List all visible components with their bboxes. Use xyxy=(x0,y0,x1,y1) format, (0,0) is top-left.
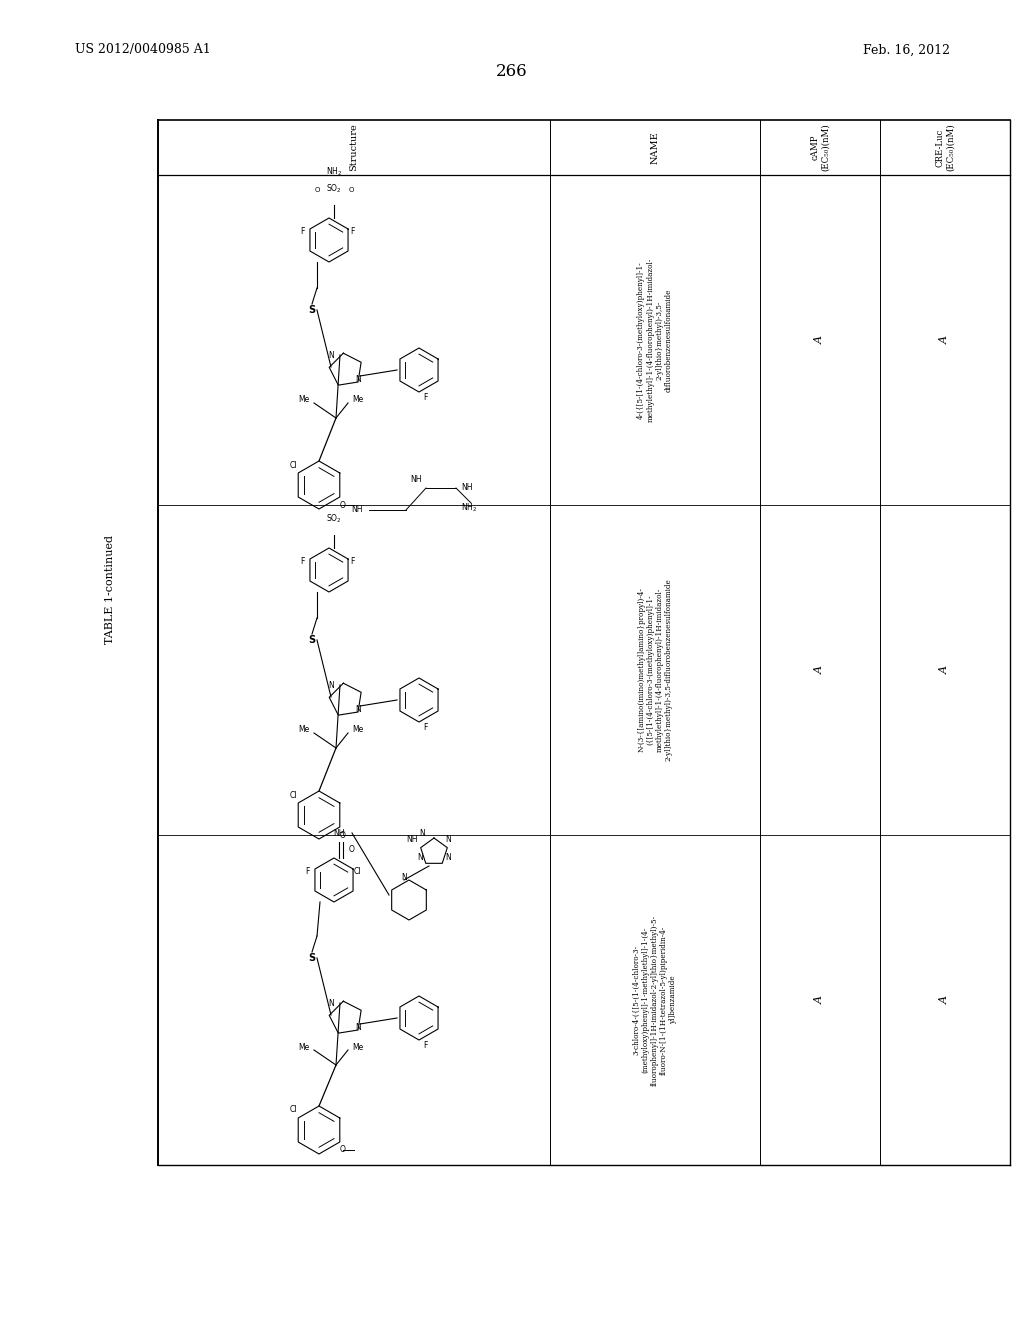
Text: Me: Me xyxy=(298,1043,309,1052)
Text: N: N xyxy=(419,829,425,838)
Text: Me: Me xyxy=(352,396,364,404)
Text: 4-({[5-[1-(4-chloro-3-(methyloxy)phenyl]-1-
methylethyl]-1-(4-fluorophenyl)-1H-i: 4-({[5-[1-(4-chloro-3-(methyloxy)phenyl]… xyxy=(637,257,673,422)
Text: A: A xyxy=(940,997,950,1005)
Text: $\mathdefault{NH_2}$: $\mathdefault{NH_2}$ xyxy=(326,165,342,178)
Text: Me: Me xyxy=(352,726,364,734)
Text: 266: 266 xyxy=(497,63,527,81)
Text: N: N xyxy=(355,375,360,384)
Text: N: N xyxy=(445,836,451,845)
Text: US 2012/0040985 A1: US 2012/0040985 A1 xyxy=(75,44,211,57)
Text: N: N xyxy=(417,854,423,862)
Text: O: O xyxy=(340,500,346,510)
Text: 3-chloro-4-({[5-(1-(4-chloro-3-
(methyloxy)phenyl]-1-methylethyl]-1-(4-
fluoroph: 3-chloro-4-({[5-(1-(4-chloro-3- (methylo… xyxy=(633,915,678,1085)
Text: $\mathdefault{SO_2}$: $\mathdefault{SO_2}$ xyxy=(326,182,342,195)
Text: Cl: Cl xyxy=(353,867,360,876)
Text: NH: NH xyxy=(407,836,418,845)
Text: A: A xyxy=(940,667,950,675)
Text: Me: Me xyxy=(352,1043,364,1052)
Text: N: N xyxy=(355,1023,360,1032)
Text: NAME: NAME xyxy=(650,131,659,164)
Text: A: A xyxy=(815,667,825,675)
Text: $\mathdefault{NH_2}$: $\mathdefault{NH_2}$ xyxy=(461,502,477,515)
Text: cAMP
(EC₅₀)(nM): cAMP (EC₅₀)(nM) xyxy=(810,124,829,172)
Text: Cl: Cl xyxy=(289,791,297,800)
Text: N: N xyxy=(355,705,360,714)
Text: Me: Me xyxy=(298,726,309,734)
Text: O: O xyxy=(340,1146,346,1155)
Text: NH: NH xyxy=(411,475,422,484)
Text: S: S xyxy=(308,635,315,645)
Text: N: N xyxy=(401,873,407,882)
Text: F: F xyxy=(305,867,309,876)
Text: O: O xyxy=(349,846,355,854)
Text: F: F xyxy=(423,1040,427,1049)
Text: F: F xyxy=(423,722,427,731)
Text: O: O xyxy=(314,187,319,193)
Text: A: A xyxy=(815,337,825,345)
Text: CRE-Luc
(EC₅₀)(nM): CRE-Luc (EC₅₀)(nM) xyxy=(935,124,954,172)
Text: A: A xyxy=(940,337,950,345)
Text: N: N xyxy=(328,681,334,690)
Text: F: F xyxy=(300,227,304,236)
Text: N: N xyxy=(328,999,334,1008)
Text: Structure: Structure xyxy=(349,124,358,172)
Text: NH: NH xyxy=(461,483,472,492)
Text: A: A xyxy=(815,997,825,1005)
Text: NH: NH xyxy=(351,506,362,515)
Text: NH: NH xyxy=(333,829,345,837)
Text: F: F xyxy=(423,392,427,401)
Text: O: O xyxy=(348,187,353,193)
Text: F: F xyxy=(350,557,354,566)
Text: N: N xyxy=(328,351,334,360)
Text: O: O xyxy=(340,830,346,840)
Text: Me: Me xyxy=(298,396,309,404)
Text: Feb. 16, 2012: Feb. 16, 2012 xyxy=(863,44,950,57)
Text: S: S xyxy=(308,305,315,315)
Text: N-(3-{[amino(imino)methyl]amino}propyl)-4-
({[5-[1-(4-chloro-3-(methyloxy)phenyl: N-(3-{[amino(imino)methyl]amino}propyl)-… xyxy=(637,578,673,762)
Text: N: N xyxy=(445,854,451,862)
Text: Cl: Cl xyxy=(289,1106,297,1114)
Text: Cl: Cl xyxy=(289,461,297,470)
Text: F: F xyxy=(350,227,354,236)
Text: S: S xyxy=(308,953,315,964)
Text: $\mathdefault{SO_2}$: $\mathdefault{SO_2}$ xyxy=(326,512,342,525)
Text: TABLE 1-continued: TABLE 1-continued xyxy=(105,536,115,644)
Text: F: F xyxy=(300,557,304,566)
